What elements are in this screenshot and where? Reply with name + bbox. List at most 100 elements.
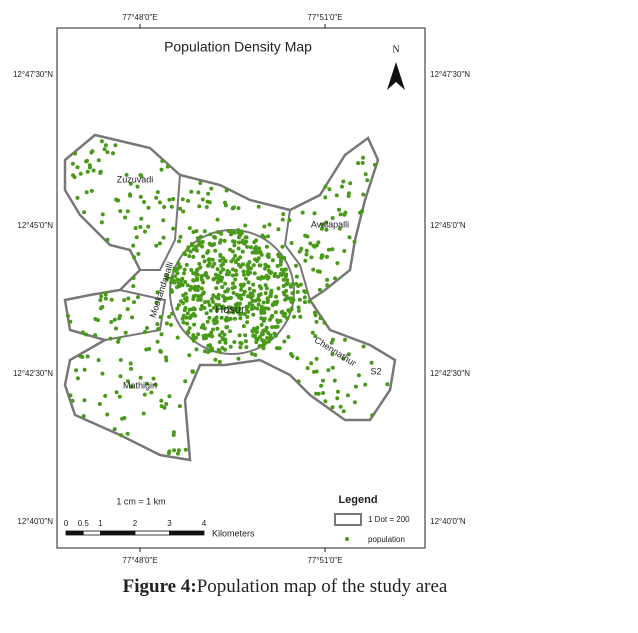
population-dot [99,220,104,225]
population-dot [324,220,329,225]
population-dot [312,310,317,315]
population-dot [187,254,192,259]
population-dot [266,234,270,239]
caption-label: Figure 4: [123,576,197,597]
population-dot [185,321,190,326]
population-dot [82,367,87,372]
population-dot [263,291,268,296]
population-dot [234,272,239,277]
population-dot [103,143,108,148]
population-dot [370,413,375,418]
scale-text: 1 cm = 1 km [116,496,165,506]
population-dot [128,181,133,186]
population-dot [161,218,166,223]
population-dot [75,376,80,381]
population-dot [226,287,230,292]
population-dot [220,346,225,350]
population-dot [131,276,136,280]
population-dot [181,301,186,306]
population-dot [230,249,235,254]
population-dot [210,257,215,262]
population-dot [361,344,366,349]
population-dot [311,267,316,272]
population-dot [219,315,224,320]
population-dot [96,358,101,363]
population-dot [218,254,223,259]
population-dot [341,356,346,361]
population-dot [118,358,123,362]
population-dot [91,168,96,173]
population-dot [154,195,159,200]
map-title: Population Density Map [164,39,312,55]
population-dot [191,278,196,283]
population-dot [261,300,266,305]
population-dot [187,226,192,231]
population-dot [217,333,222,338]
population-dot [238,255,243,260]
population-dot [273,325,278,329]
population-dot [191,254,196,259]
place-label: S2 [370,366,381,376]
population-dot [236,246,241,251]
population-dot [267,317,272,322]
population-dot [70,161,75,166]
population-dot [185,247,190,252]
population-dot [174,285,179,290]
population-dot [369,360,374,365]
population-dot [220,285,225,290]
population-dot [227,305,231,310]
population-dot [264,325,269,330]
population-dot [245,304,250,309]
population-dot [202,326,207,331]
population-dot [250,250,255,255]
population-dot [85,158,89,163]
population-dot [96,318,100,323]
population-dot [105,237,110,242]
population-dot [178,234,183,239]
scale-segment [169,530,205,536]
population-dot [269,290,274,295]
population-dot [249,245,253,250]
population-dot [88,165,92,170]
population-dot [341,409,346,414]
population-dot [183,447,188,452]
population-dot [215,217,220,222]
population-dot [290,291,295,296]
population-dot [273,333,278,338]
place-label: Mathigiri [123,380,157,390]
population-dot [206,257,211,262]
population-dot [215,326,220,331]
legend-item: population [368,535,405,544]
population-dot [230,229,235,234]
population-dot [278,259,283,264]
population-dot [228,344,233,349]
population-dot [146,224,151,229]
population-dot [315,269,320,274]
population-dot [266,275,271,280]
population-dot [125,431,130,436]
population-dot [270,258,275,263]
population-dot [157,200,162,205]
population-dot [292,314,296,319]
population-dot [251,326,256,331]
population-dot [225,269,230,273]
population-dot [193,247,198,252]
population-dot [175,267,180,271]
population-dot [196,190,201,195]
population-dot [246,262,250,267]
population-dot [202,306,207,310]
population-dot [105,150,110,155]
population-dot [170,311,175,316]
population-dot [333,276,337,281]
population-dot [245,244,250,249]
population-dot [342,212,347,217]
population-dot [165,277,170,282]
population-dot [132,255,136,260]
north-arrow [387,62,405,90]
population-dot [254,340,259,345]
population-dot [171,226,176,231]
population-dot [201,290,206,295]
population-dot [208,343,212,348]
population-dot [194,335,198,340]
population-dot [260,332,264,337]
